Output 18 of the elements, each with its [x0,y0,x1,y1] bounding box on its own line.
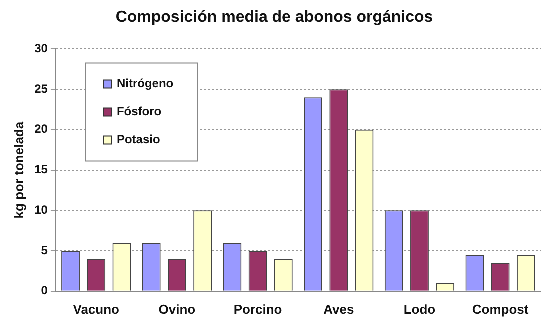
y-tick-label: 0 [41,284,48,298]
chart-title: Composición media de abonos orgánicos [116,9,434,26]
y-tick-label: 25 [34,82,48,96]
x-tick-label: Aves [324,302,354,317]
x-tick-label: Porcino [234,302,282,317]
x-tick-label: Compost [472,302,530,317]
x-tick-label: Lodo [404,302,436,317]
y-tick-label: 5 [41,243,48,258]
y-axis-title: kg por tonelada [11,121,26,219]
x-tick-label: Ovino [158,302,196,317]
y-tick-label: 30 [34,42,48,56]
x-tick-label: Vacuno [73,302,120,317]
legend-label: Fósforo [116,104,162,119]
y-tick-label: 10 [34,202,48,217]
legend-label: Nitrógeno [116,76,174,91]
legend-label: Potasio [116,132,160,147]
y-tick-label: 15 [34,162,48,177]
y-tick-label: 20 [34,122,48,136]
